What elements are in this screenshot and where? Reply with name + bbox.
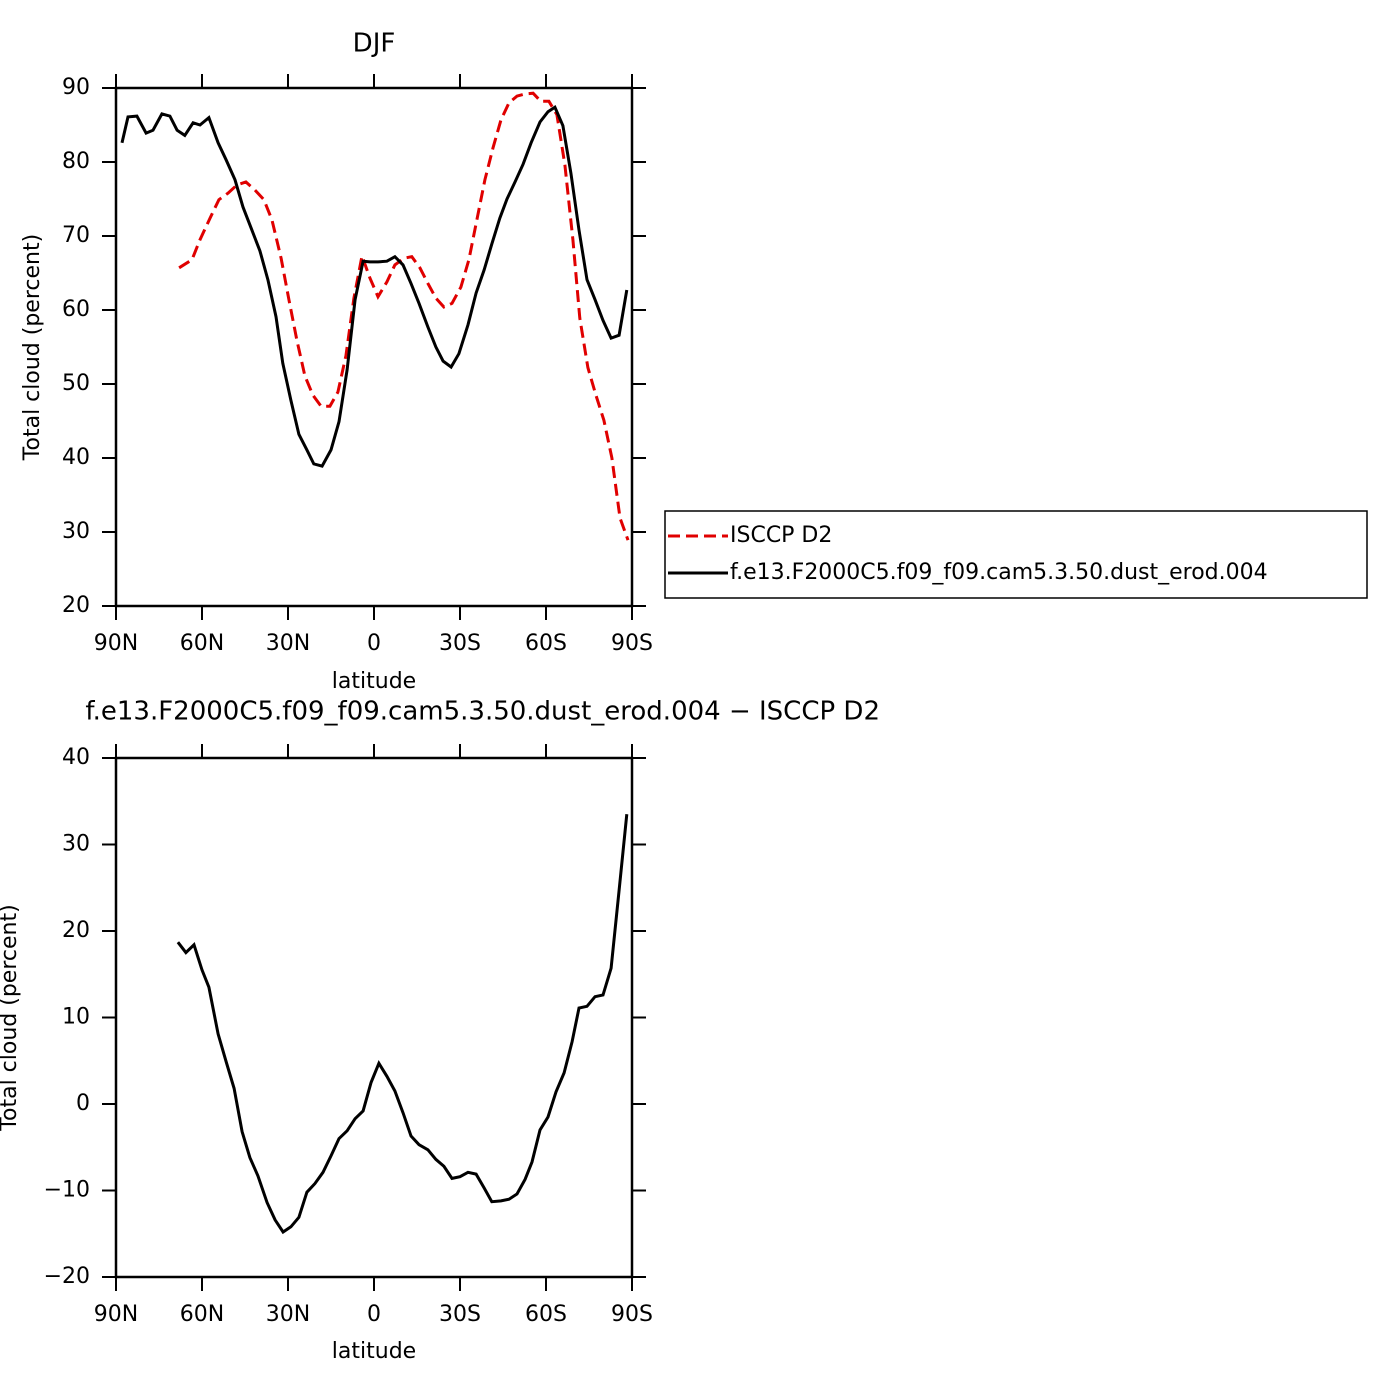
x-tick-label: 0 <box>367 1302 381 1327</box>
y-tick-label: 60 <box>62 297 90 322</box>
y-tick-label: 70 <box>62 223 90 248</box>
y-tick-label: 10 <box>62 1005 90 1030</box>
y-tick-label: 30 <box>62 832 90 857</box>
y-tick-label: 90 <box>62 75 90 100</box>
plot-frame <box>114 86 634 608</box>
legend-label: f.e13.F2000C5.f09_f09.cam5.3.50.dust_ero… <box>730 560 1268 585</box>
legend-label: ISCCP D2 <box>730 523 832 548</box>
y-tick-label: 20 <box>62 918 90 943</box>
data-line <box>120 104 629 468</box>
x-tick-label: 30S <box>439 1302 481 1327</box>
x-tick-label: 90S <box>611 631 653 656</box>
x-tick-label: 30N <box>266 631 310 656</box>
y-tick-label: 40 <box>62 745 90 770</box>
y-tick-label: −10 <box>44 1178 90 1203</box>
x-tick-label: 60N <box>180 1302 224 1327</box>
chart-title: f.e13.F2000C5.f09_f09.cam5.3.50.dust_ero… <box>85 697 880 727</box>
x-tick-label: 60S <box>525 1302 567 1327</box>
x-tick-label: 90N <box>94 1302 138 1327</box>
y-tick-label: 30 <box>62 519 90 544</box>
y-tick-label: 40 <box>62 445 90 470</box>
data-line <box>176 814 629 1235</box>
x-tick-label: 90S <box>611 1302 653 1327</box>
x-tick-label: 30N <box>266 1302 310 1327</box>
y-tick-label: 0 <box>76 1091 90 1116</box>
y-axis-label: Total cloud (percent) <box>20 234 45 461</box>
y-tick-label: 50 <box>62 371 90 396</box>
x-tick-label: 0 <box>367 631 381 656</box>
y-tick-label: 80 <box>62 149 90 174</box>
x-axis-label: latitude <box>332 1339 416 1364</box>
y-tick-label: −20 <box>44 1264 90 1289</box>
y-tick-label: 20 <box>62 593 90 618</box>
x-tick-label: 60N <box>180 631 224 656</box>
data-line <box>178 91 630 541</box>
chart-title: DJF <box>353 29 396 59</box>
legend-box <box>664 510 1368 599</box>
plot-frame <box>114 756 634 1279</box>
x-axis-label: latitude <box>332 669 416 694</box>
y-axis-label: Total cloud (percent) <box>0 904 22 1131</box>
x-tick-label: 90N <box>94 631 138 656</box>
x-tick-label: 60S <box>525 631 567 656</box>
x-tick-label: 30S <box>439 631 481 656</box>
